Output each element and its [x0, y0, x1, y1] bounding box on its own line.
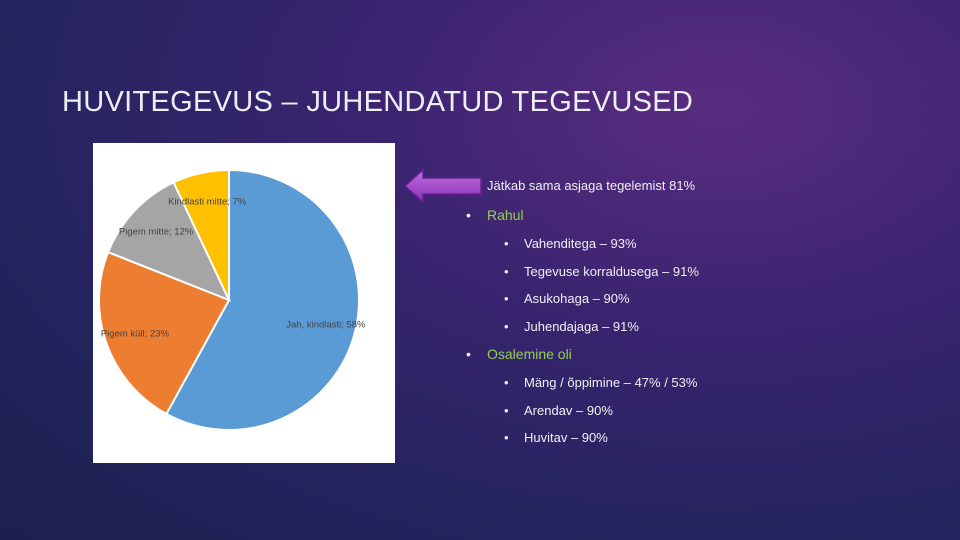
pie-slice: [106, 181, 231, 302]
bullet-heading: Rahul: [466, 207, 523, 223]
slide-title: HUVITEGEVUS – JUHENDATUD TEGEVUSED: [62, 86, 694, 118]
top-note: Jätkab sama asjaga tegelemist 81%: [487, 178, 696, 193]
slice-label: Pigem mitte; 12%: [118, 226, 194, 238]
slice-label: Kindlasti mitte; 7%: [168, 196, 247, 208]
pie-slice: [98, 250, 231, 416]
bullet-item: Tegevuse korraldusega – 91%: [504, 264, 699, 279]
pie-slice: [165, 168, 360, 431]
pie-chart: [98, 168, 360, 431]
chart-card: Jah, kindlasti; 58% Pigem küll; 23% Pigem …: [93, 143, 395, 463]
pie-slice: [172, 168, 230, 301]
slice-label: Pigem küll; 23%: [100, 328, 169, 340]
bullet-heading: Osalemine oli: [466, 346, 572, 362]
bullet-item: Arendav – 90%: [504, 403, 613, 418]
bullet-item: Asukohaga – 90%: [504, 291, 629, 306]
arrow: [403, 168, 482, 204]
bullet-item: Mäng / õppimine – 47% / 53%: [504, 375, 697, 390]
bullet-item: Juhendajaga – 91%: [504, 319, 639, 334]
bullet-item: Huvitav – 90%: [504, 430, 608, 445]
bullet-item: Vahenditega – 93%: [504, 236, 636, 251]
slice-label: Jah, kindlasti; 58%: [286, 319, 366, 331]
